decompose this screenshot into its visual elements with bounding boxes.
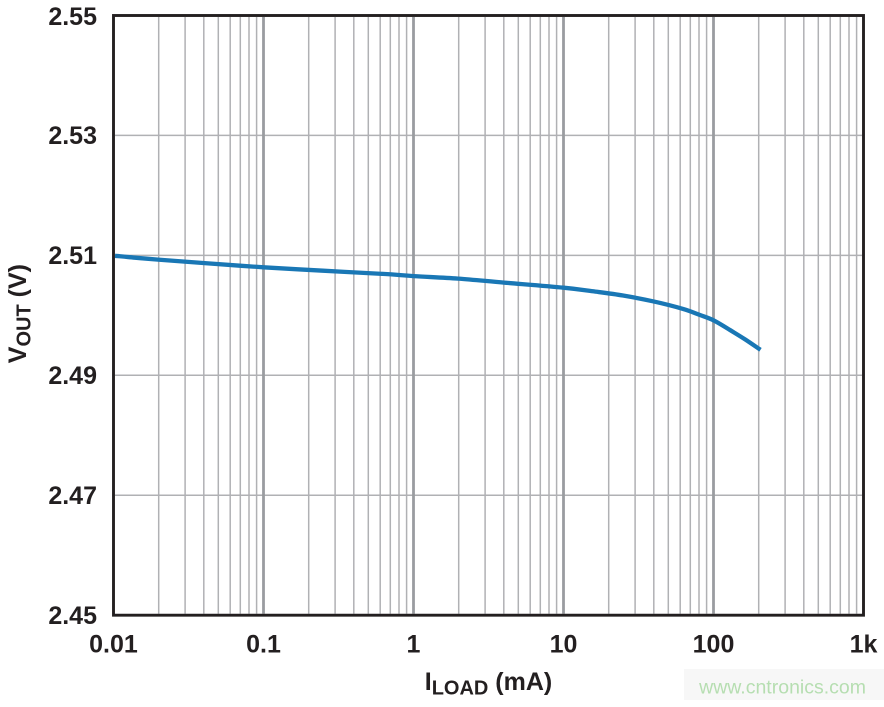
svg-text:1: 1 [407, 630, 421, 658]
svg-text:2.53: 2.53 [48, 122, 97, 150]
svg-text:2.55: 2.55 [48, 3, 97, 31]
svg-text:ILOAD (mA): ILOAD (mA) [425, 668, 553, 700]
svg-text:2.49: 2.49 [48, 362, 97, 390]
svg-text:10: 10 [550, 630, 578, 658]
svg-text:www.cntronics.com: www.cntronics.com [698, 677, 866, 699]
svg-text:2.45: 2.45 [48, 602, 97, 630]
svg-text:1k: 1k [850, 630, 878, 658]
svg-text:0.1: 0.1 [246, 630, 281, 658]
svg-text:0.01: 0.01 [89, 630, 138, 658]
svg-text:2.51: 2.51 [48, 242, 97, 270]
svg-text:2.47: 2.47 [48, 482, 97, 510]
svg-text:100: 100 [693, 630, 735, 658]
